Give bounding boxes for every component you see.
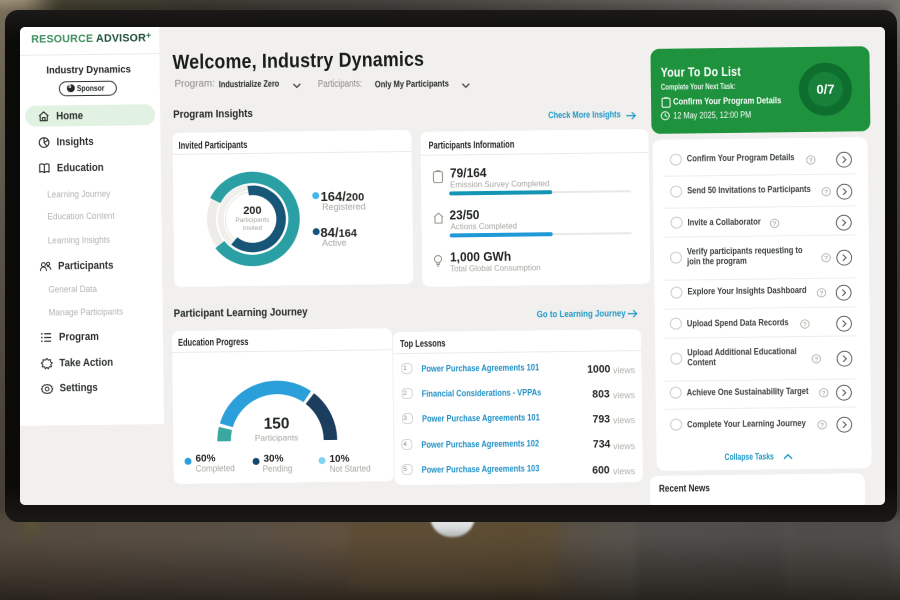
svg-text:?: ? (814, 356, 818, 363)
svg-text:?: ? (819, 290, 823, 297)
svg-text:?: ? (809, 157, 813, 164)
svg-text:?: ? (803, 321, 807, 328)
svg-text:?: ? (820, 422, 824, 429)
svg-text:?: ? (824, 255, 828, 262)
svg-text:?: ? (824, 189, 828, 196)
svg-text:?: ? (822, 390, 826, 397)
svg-text:?: ? (772, 220, 776, 227)
